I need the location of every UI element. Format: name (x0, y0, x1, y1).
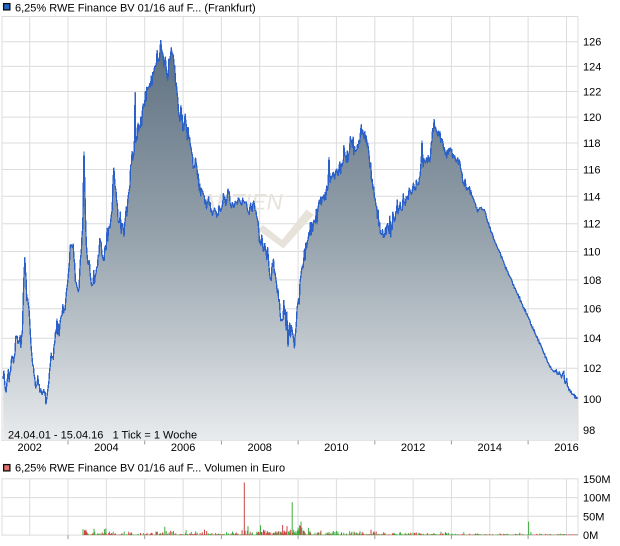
svg-text:2008: 2008 (247, 442, 271, 454)
svg-text:112: 112 (583, 219, 601, 231)
svg-text:124: 124 (583, 61, 601, 73)
svg-text:118: 118 (583, 138, 601, 150)
svg-text:2006: 2006 (171, 442, 195, 454)
svg-text:104: 104 (583, 333, 601, 345)
svg-text:98: 98 (583, 425, 595, 437)
svg-text:106: 106 (583, 304, 601, 316)
svg-text:110: 110 (583, 247, 601, 259)
svg-text:114: 114 (583, 191, 601, 203)
svg-text:150M: 150M (583, 474, 611, 486)
svg-text:2012: 2012 (401, 442, 425, 454)
svg-text:122: 122 (583, 87, 601, 99)
svg-text:126: 126 (583, 37, 601, 49)
svg-text:2014: 2014 (478, 442, 502, 454)
svg-text:6,25% RWE Finance BV 01/16 auf: 6,25% RWE Finance BV 01/16 auf F... (Fra… (15, 3, 256, 15)
svg-text:50M: 50M (583, 511, 604, 523)
svg-text:120: 120 (583, 112, 601, 124)
svg-text:100: 100 (583, 394, 601, 406)
svg-text:2002: 2002 (17, 442, 41, 454)
svg-text:0M: 0M (583, 530, 598, 542)
svg-text:2010: 2010 (324, 442, 348, 454)
svg-text:6,25% RWE Finance BV 01/16 auf: 6,25% RWE Finance BV 01/16 auf F... Volu… (15, 463, 285, 475)
svg-text:24.04.01 - 15.04.16 1 Tick =: 24.04.01 - 15.04.16 1 Tick = 1 Woche (8, 430, 197, 442)
svg-text:102: 102 (583, 363, 601, 375)
svg-text:2016: 2016 (554, 442, 578, 454)
svg-text:2004: 2004 (94, 442, 118, 454)
svg-text:108: 108 (583, 275, 601, 287)
svg-text:100M: 100M (583, 493, 611, 505)
svg-text:116: 116 (583, 165, 601, 177)
